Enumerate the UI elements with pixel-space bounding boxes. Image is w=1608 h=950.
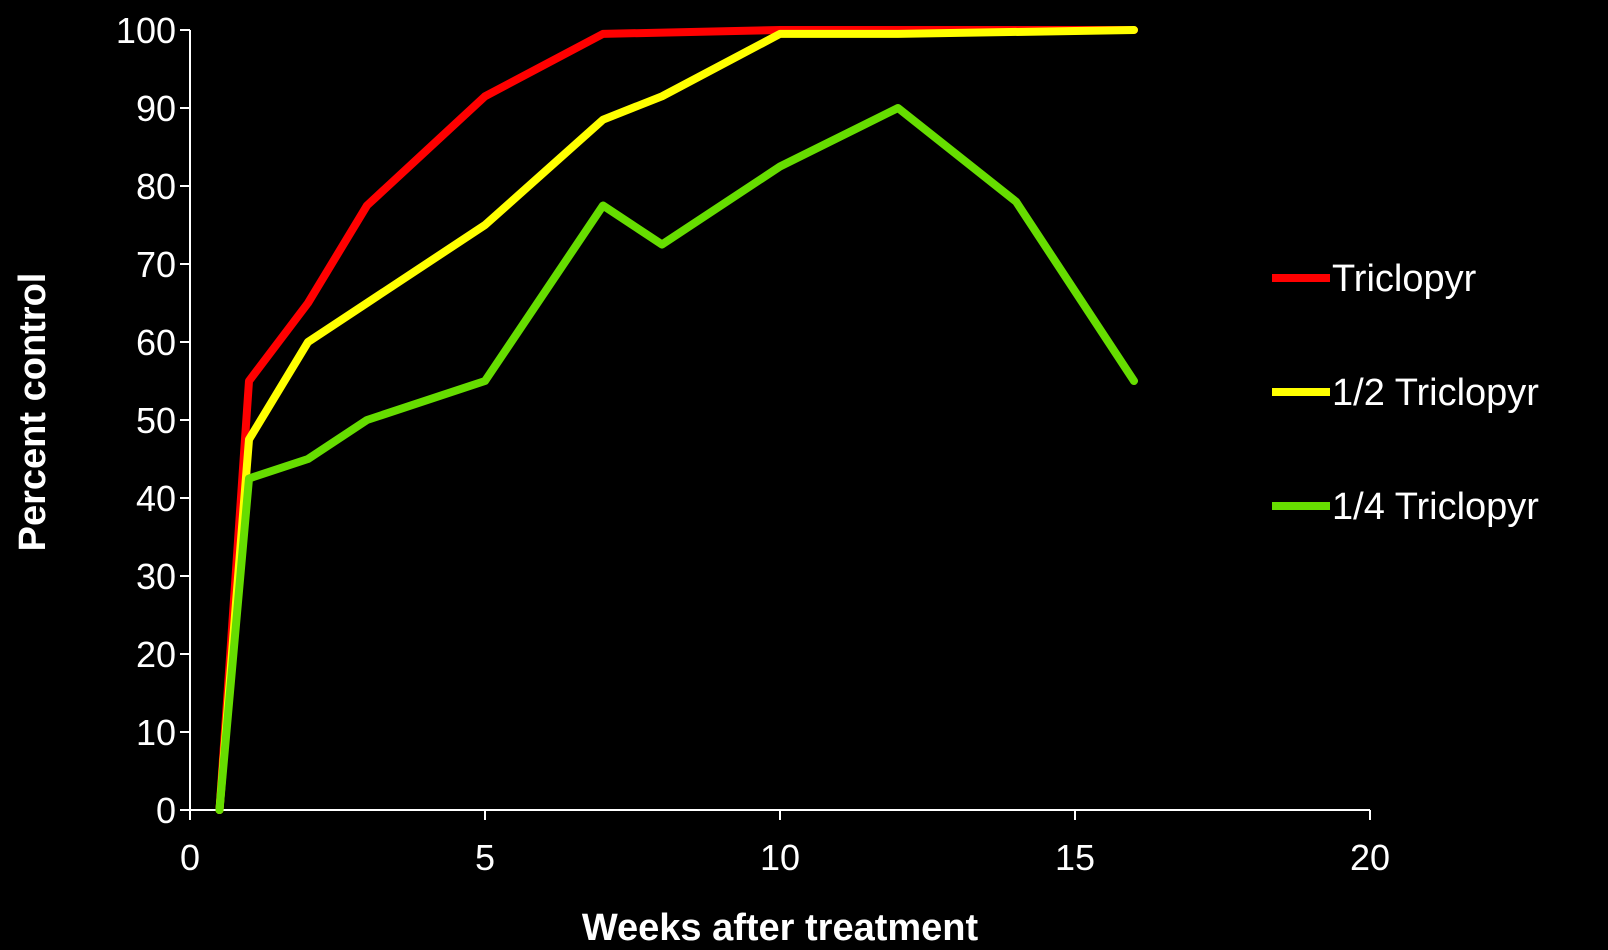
legend-label-1: Triclopyr (1332, 258, 1477, 300)
y-tick-label: 70 (136, 244, 176, 285)
y-tick-label: 40 (136, 478, 176, 519)
series-line-2 (215, 26, 1138, 814)
x-tick-label: 0 (180, 837, 200, 878)
y-tick-label: 10 (136, 712, 176, 753)
y-tick-label: 0 (156, 790, 176, 831)
y-tick-label: 90 (136, 88, 176, 129)
x-tick-label: 20 (1350, 837, 1390, 878)
y-axis-title: Percent control (12, 273, 54, 552)
y-tick-label: 80 (136, 166, 176, 207)
y-tick-label: 30 (136, 556, 176, 597)
y-tick-label: 60 (136, 322, 176, 363)
x-tick-label: 5 (475, 837, 495, 878)
legend-label-3: 1/4 Triclopyr (1332, 486, 1539, 528)
axes: 0 10 20 30 40 50 60 70 80 90 100 0 5 10 15 20 (116, 10, 1390, 878)
legend: Triclopyr 1/2 Triclopyr 1/4 Triclopyr (1272, 258, 1539, 528)
series-line-1 (215, 26, 1138, 814)
y-tick-label: 50 (136, 400, 176, 441)
x-axis-title: Weeks after treatment (582, 907, 979, 949)
series-line-3 (215, 104, 1138, 814)
legend-label-2: 1/2 Triclopyr (1332, 372, 1539, 414)
x-tick-label: 15 (1055, 837, 1095, 878)
y-tick-label: 100 (116, 10, 176, 51)
y-tick-label: 20 (136, 634, 176, 675)
x-tick-label: 10 (760, 837, 800, 878)
series-layer (215, 26, 1138, 814)
